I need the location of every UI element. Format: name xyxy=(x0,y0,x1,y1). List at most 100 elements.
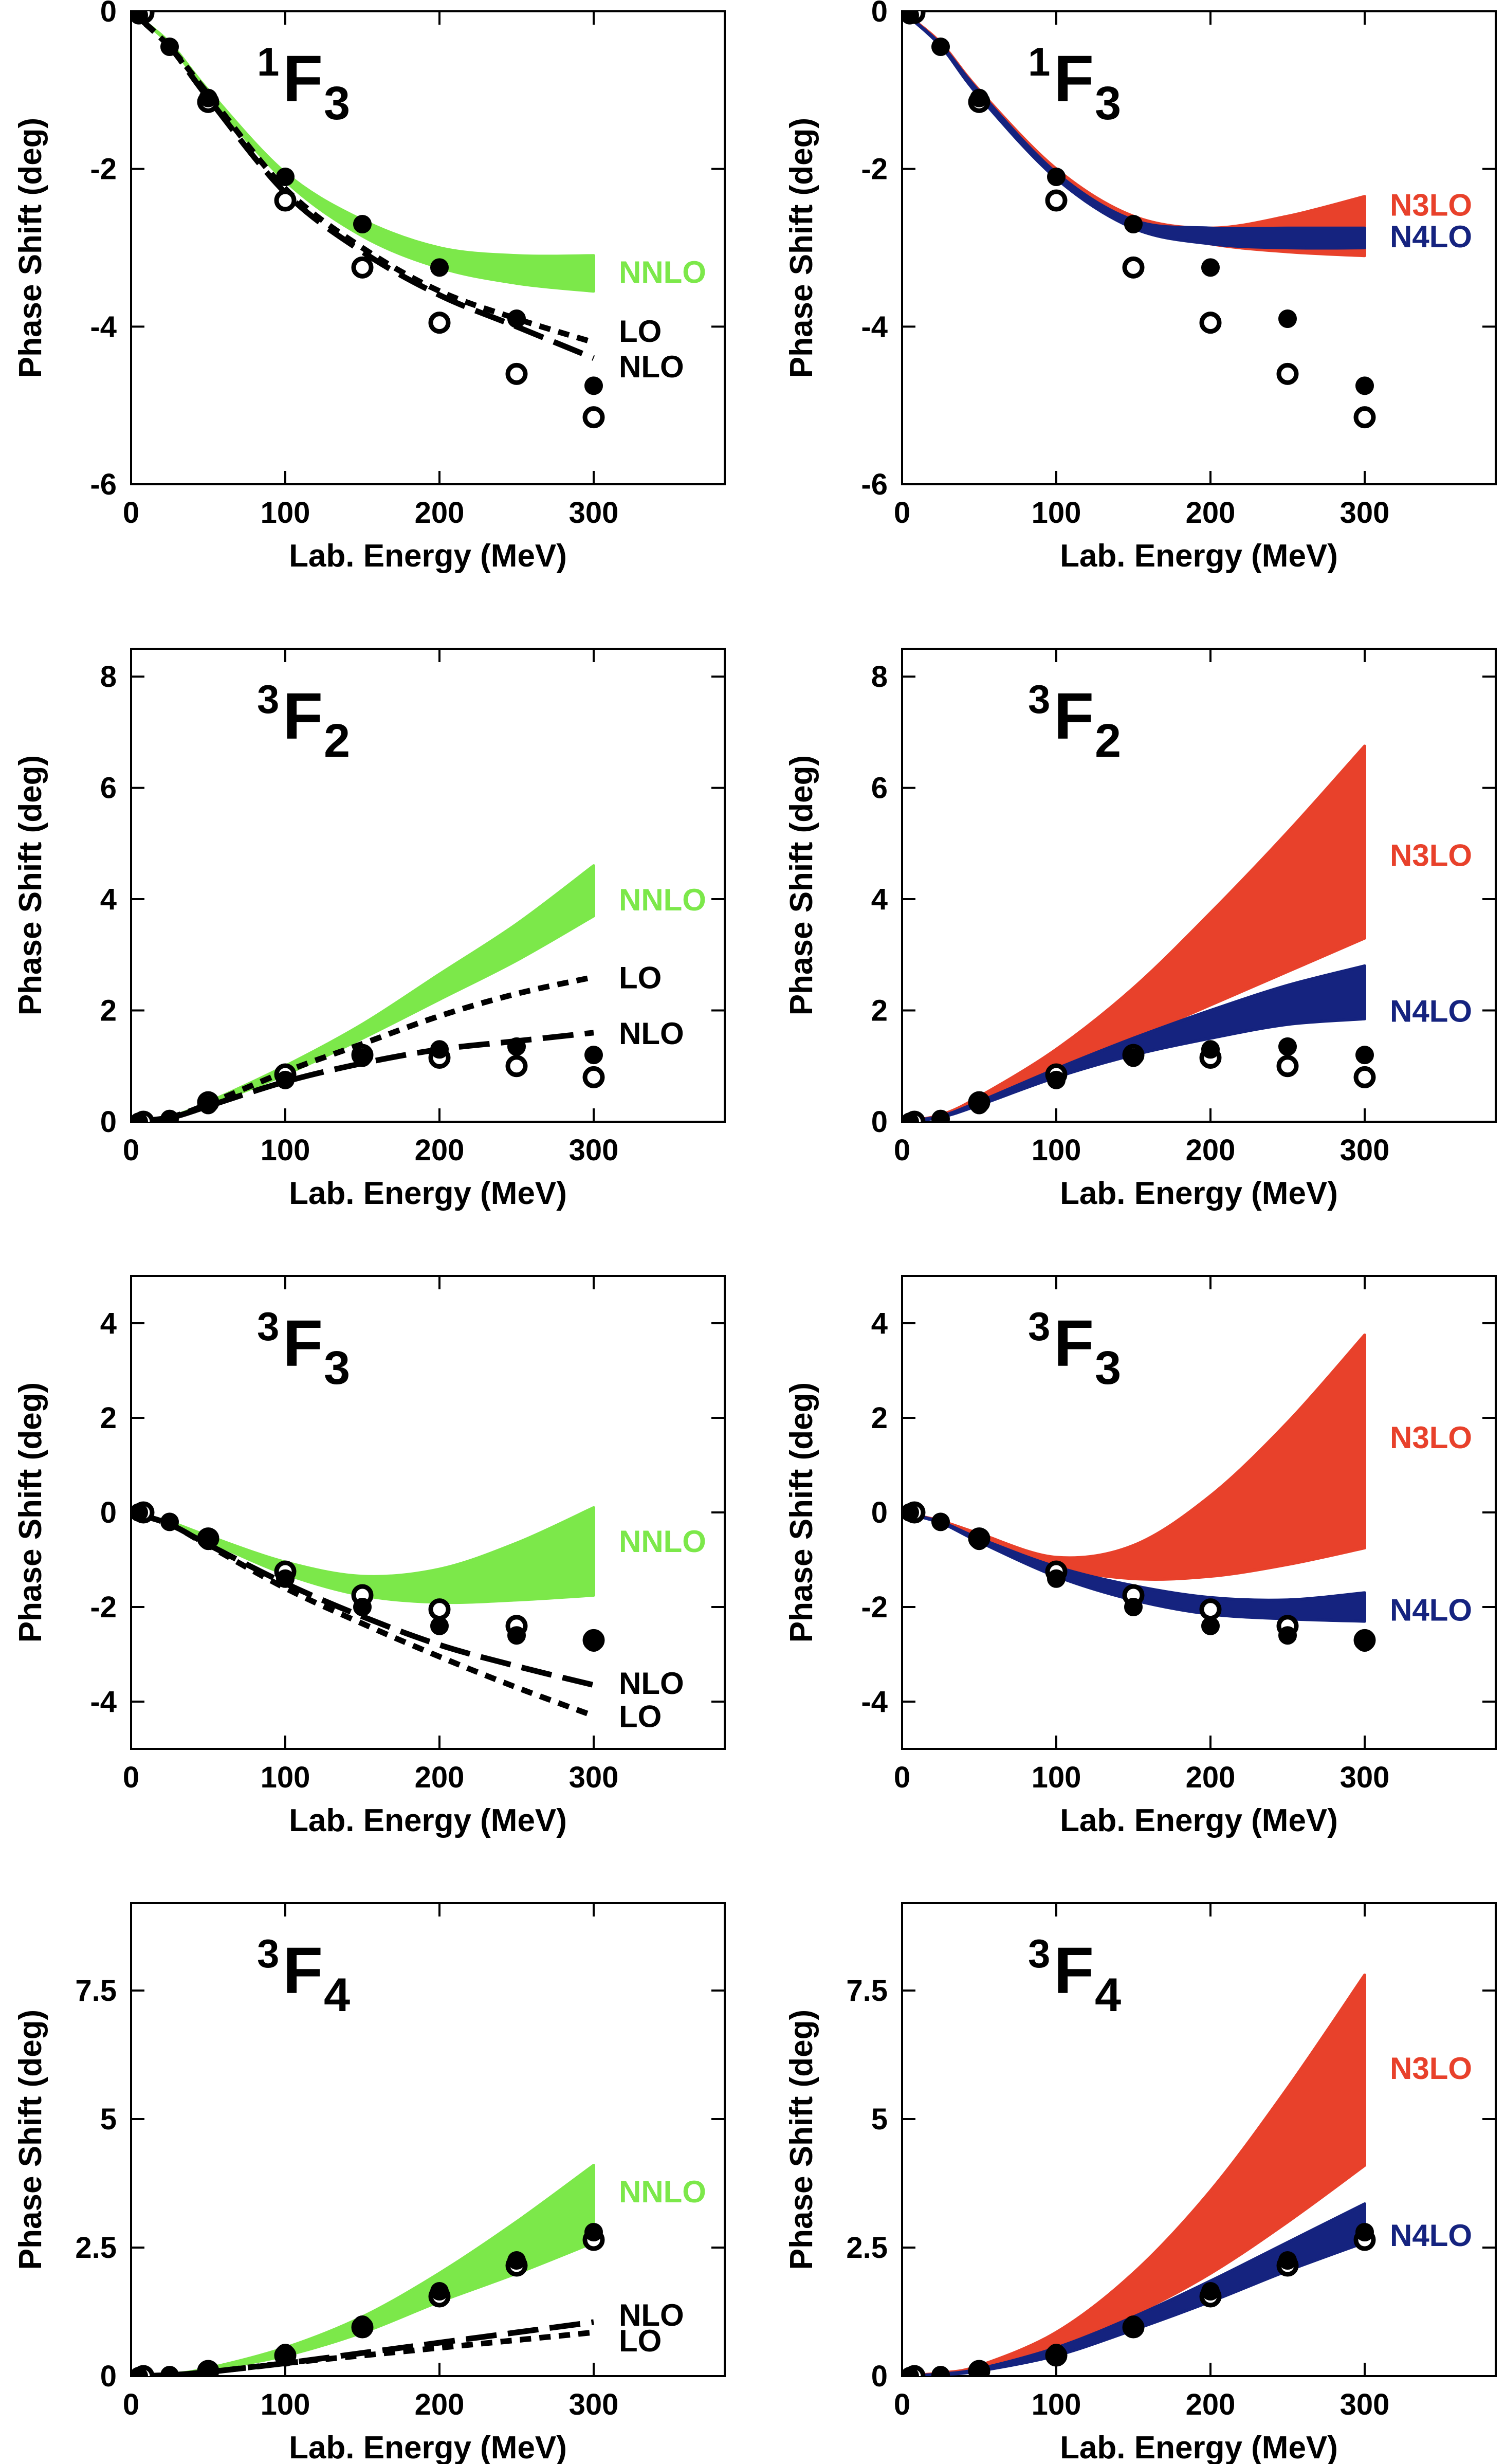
open-data-point xyxy=(351,256,374,279)
title-subscript: 3 xyxy=(324,1342,350,1394)
filled-data-point xyxy=(507,2251,526,2270)
filled-data-point xyxy=(970,1096,988,1115)
x-tick-label: 300 xyxy=(1340,1761,1390,1794)
x-tick-label: 300 xyxy=(1340,2388,1390,2421)
filled-data-point xyxy=(1047,2344,1066,2362)
filled-data-point xyxy=(353,215,372,233)
curve-label-lo: LO xyxy=(619,1700,662,1734)
curve-label-n3lo: N3LO xyxy=(1390,838,1472,872)
filled-data-point xyxy=(276,1070,295,1089)
plot-area xyxy=(902,1334,1376,1652)
curve-label-nlo: NLO xyxy=(619,1016,684,1051)
y-tick-label: -2 xyxy=(90,1591,117,1624)
curve-label-n4lo: N4LO xyxy=(1390,2218,1472,2253)
y-tick-label: 2 xyxy=(100,994,117,1028)
curve-label-nlo: NLO xyxy=(619,350,684,384)
x-tick-label: 100 xyxy=(261,1761,310,1794)
chart-panel-3F2-right: 0 100 200 300 0 2 4 6 8 Lab. Energy (MeV) Phase Sh… xyxy=(784,648,1497,1211)
y-tick-label: -4 xyxy=(90,310,117,343)
chart-title: F xyxy=(1054,42,1094,116)
curve-label-nnlo: NNLO xyxy=(619,2175,706,2209)
open-data-point xyxy=(1353,1066,1376,1088)
title-superscript: 3 xyxy=(257,1931,279,1976)
y-tick-label: 5 xyxy=(100,2103,117,2136)
title-superscript: 3 xyxy=(257,1304,279,1349)
plot-frame xyxy=(130,10,726,485)
chart-title: F xyxy=(1054,1934,1094,2007)
x-tick-label: 0 xyxy=(123,1134,139,1167)
filled-data-point xyxy=(199,2362,217,2376)
y-tick-label: 7.5 xyxy=(846,1974,888,2007)
x-axis-label: Lab. Energy (MeV) xyxy=(289,1176,567,1211)
x-tick-label: 200 xyxy=(1186,1134,1236,1167)
filled-data-point xyxy=(1355,1633,1374,1652)
y-tick-label: -2 xyxy=(861,153,888,186)
x-tick-label: 300 xyxy=(1340,496,1390,530)
filled-data-point xyxy=(902,1503,919,1522)
y-tick-label: 4 xyxy=(871,883,888,916)
y-tick-label: 0 xyxy=(100,1496,117,1529)
filled-data-point xyxy=(1278,2251,1297,2270)
y-axis-label: Phase Shift (deg) xyxy=(784,2010,819,2270)
filled-data-point xyxy=(160,1512,179,1531)
chart-title: F xyxy=(283,680,323,753)
title-superscript: 3 xyxy=(1028,1931,1050,1976)
y-tick-label: 0 xyxy=(100,2360,117,2393)
y-axis-label: Phase Shift (deg) xyxy=(784,755,819,1015)
filled-data-point xyxy=(1124,2315,1143,2334)
filled-data-point xyxy=(584,2223,603,2241)
filled-data-point xyxy=(199,1096,217,1115)
x-tick-label: 100 xyxy=(1032,1134,1081,1167)
title-subscript: 2 xyxy=(1095,715,1121,767)
curve-label-n4lo: N4LO xyxy=(1390,994,1472,1029)
open-data-point xyxy=(274,189,297,212)
x-tick-label: 200 xyxy=(415,496,465,530)
x-axis-label: Lab. Energy (MeV) xyxy=(1060,1803,1338,1838)
filled-data-point xyxy=(131,2367,148,2376)
filled-data-point xyxy=(507,309,526,328)
filled-data-point xyxy=(430,2282,449,2301)
filled-data-point xyxy=(131,11,148,25)
x-tick-label: 0 xyxy=(894,496,910,530)
title-subscript: 4 xyxy=(324,1969,350,2021)
y-tick-label: 7.5 xyxy=(75,1974,117,2007)
band-nnlo xyxy=(131,1506,595,1604)
filled-data-point xyxy=(1355,2223,1374,2241)
x-tick-label: 200 xyxy=(1186,2388,1236,2421)
filled-data-point xyxy=(430,1616,449,1635)
y-tick-label: 4 xyxy=(100,1307,117,1340)
x-tick-label: 100 xyxy=(1032,1761,1081,1794)
x-tick-label: 200 xyxy=(415,2388,465,2421)
filled-data-point xyxy=(1047,1070,1066,1089)
title-subscript: 4 xyxy=(1095,1969,1121,2021)
filled-data-point xyxy=(276,1569,295,1588)
plot-frame xyxy=(901,1902,1497,2377)
open-data-point xyxy=(582,1066,605,1088)
x-axis-label: Lab. Energy (MeV) xyxy=(289,1803,567,1838)
filled-data-point xyxy=(970,2362,988,2376)
x-tick-label: 200 xyxy=(1186,1761,1236,1794)
filled-data-point xyxy=(1201,258,1220,277)
filled-data-point xyxy=(507,1626,526,1645)
band-n4lo xyxy=(902,964,1366,1122)
title-superscript: 3 xyxy=(1028,1304,1050,1349)
filled-data-point xyxy=(353,1048,372,1067)
chart-title: F xyxy=(1054,680,1094,753)
chart-panel-3F2-left: 0 100 200 300 0 2 4 6 8 Lab. Energy (MeV) Phase Sh… xyxy=(13,648,726,1211)
filled-data-point xyxy=(902,11,919,25)
curve-label-n3lo: N3LO xyxy=(1390,188,1472,223)
y-tick-label: 2 xyxy=(871,1401,888,1435)
filled-data-point xyxy=(931,2366,950,2376)
open-data-point xyxy=(505,1055,528,1078)
line-lo xyxy=(131,11,595,345)
filled-data-point xyxy=(1201,1040,1220,1059)
plot-frame xyxy=(901,648,1497,1123)
filled-data-point xyxy=(931,38,950,56)
open-data-point xyxy=(582,406,605,429)
curve-label-nlo: NLO xyxy=(619,2298,684,2332)
y-axis-label: Phase Shift (deg) xyxy=(13,2010,48,2270)
filled-data-point xyxy=(1047,168,1066,186)
x-tick-label: 100 xyxy=(261,496,310,530)
y-tick-label: 2 xyxy=(100,1401,117,1435)
filled-data-point xyxy=(584,376,603,395)
